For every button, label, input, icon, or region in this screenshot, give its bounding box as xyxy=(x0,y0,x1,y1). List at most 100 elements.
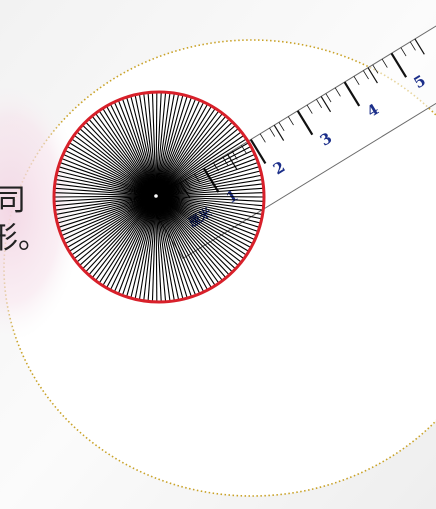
ruler-minor-tick xyxy=(353,76,360,86)
spoke-line xyxy=(155,111,219,197)
spoke-line xyxy=(114,102,157,197)
ruler-minor-tick xyxy=(334,87,341,97)
ruler-half-tick xyxy=(320,96,332,113)
spoke-line xyxy=(155,195,258,232)
spoke-line xyxy=(143,94,157,197)
spoke-line xyxy=(55,183,157,197)
spoke-line xyxy=(155,174,261,197)
spoke-line xyxy=(79,195,157,266)
spoke-line xyxy=(155,187,263,197)
spoke-line xyxy=(55,195,157,207)
spoke-line xyxy=(155,195,253,244)
spoke-line xyxy=(155,195,239,266)
spoke-line xyxy=(155,93,158,197)
spoke-line xyxy=(110,195,157,290)
spoke-line xyxy=(155,131,241,197)
spoke-line xyxy=(155,195,158,301)
spoke-line xyxy=(67,146,157,197)
spoke-line xyxy=(151,195,157,301)
spoke-line xyxy=(155,195,219,283)
spoke-line xyxy=(155,195,180,300)
spoke-line xyxy=(155,195,233,272)
spoke-line xyxy=(72,195,157,256)
ruler-major-tick xyxy=(296,110,314,136)
ruler-major-tick xyxy=(343,81,361,107)
spoke-line xyxy=(99,111,157,197)
ruler-minor-tick xyxy=(259,133,266,143)
spoke-line xyxy=(155,183,263,197)
spoke-line xyxy=(106,195,157,288)
spoke-line xyxy=(58,170,157,197)
spoke-line xyxy=(155,170,260,197)
ruler-minor-tick xyxy=(372,64,379,74)
spoke-line xyxy=(155,195,229,275)
spoke-line xyxy=(69,195,157,252)
spoke-line xyxy=(155,138,246,197)
spoke-line xyxy=(62,158,157,197)
spoke-line xyxy=(114,195,157,292)
spoke-line xyxy=(155,92,162,197)
spoke-line xyxy=(155,99,196,197)
ruler-minor-tick xyxy=(409,41,416,51)
spoke-line xyxy=(155,154,255,197)
spoke-line xyxy=(118,100,157,197)
spoke-line xyxy=(60,195,157,232)
pink-glow xyxy=(0,78,82,342)
spoke-line xyxy=(155,195,192,297)
spoke-line xyxy=(130,195,157,298)
spoke-line xyxy=(110,104,157,197)
ruler-minor-tick xyxy=(316,99,323,109)
spoke-line xyxy=(155,195,196,295)
spoke-line xyxy=(134,195,157,299)
spoke-line xyxy=(92,116,157,197)
circle-spokes-icon xyxy=(54,92,264,302)
spoke-line xyxy=(147,195,157,301)
spoke-line xyxy=(88,195,157,275)
spoke-line xyxy=(155,195,226,278)
spoke-line xyxy=(134,95,157,197)
spoke-line xyxy=(155,195,162,302)
spoke-line xyxy=(155,119,229,197)
spoke-line xyxy=(155,93,167,197)
spoke-line xyxy=(155,135,244,197)
spoke-line xyxy=(126,97,157,197)
spoke-line xyxy=(155,100,200,197)
spoke-line xyxy=(155,125,236,197)
spoke-line xyxy=(65,195,157,244)
spoke-line xyxy=(82,195,157,269)
spoke-line xyxy=(155,102,204,197)
spoke-line xyxy=(155,195,223,281)
spoke-line xyxy=(155,195,246,256)
spoke-line xyxy=(155,192,263,197)
spoke-line xyxy=(55,187,157,197)
spoke-line xyxy=(155,195,251,248)
ruler-half-tick xyxy=(273,124,285,141)
circle-center-dot xyxy=(154,194,158,198)
spoke-line xyxy=(62,195,157,236)
spoke-line xyxy=(155,94,180,197)
spoke-line xyxy=(92,195,157,278)
text-fragment-top: 司 xyxy=(0,183,26,218)
spoke-line xyxy=(155,116,226,197)
spoke-line xyxy=(95,195,157,281)
spoke-line xyxy=(155,195,261,220)
spoke-line xyxy=(102,195,157,286)
ruler-minor-tick xyxy=(381,58,388,68)
spoke-line xyxy=(155,122,233,197)
spoke-line xyxy=(155,113,223,197)
spoke-line xyxy=(155,195,264,198)
spoke-line xyxy=(155,195,171,301)
spoke-line xyxy=(56,195,157,215)
spoke-line xyxy=(88,119,157,197)
ruler-half-tick xyxy=(414,38,425,55)
spoke-line xyxy=(59,166,157,197)
spoke-line xyxy=(60,162,157,197)
spoke-line xyxy=(155,94,175,197)
spoke-line xyxy=(155,195,236,269)
spoke-line xyxy=(155,195,260,224)
ruler-minor-tick xyxy=(306,104,313,114)
circle-outline xyxy=(52,90,266,304)
spoke-line xyxy=(55,195,157,202)
spoke-line xyxy=(59,195,157,228)
spoke-line xyxy=(74,135,157,197)
